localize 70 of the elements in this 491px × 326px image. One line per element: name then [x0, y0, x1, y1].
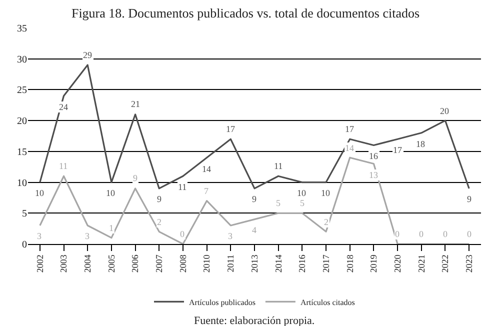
data-label: 5 [276, 198, 281, 208]
x-tick-label: 2014 [273, 254, 284, 273]
x-tick-label: 2019 [368, 254, 379, 273]
source-note: Fuente: elaboración propia. [194, 315, 315, 326]
data-label: 3 [228, 231, 233, 241]
legend-label: Artículos citados [300, 298, 355, 307]
data-label: 0 [467, 229, 472, 239]
data-label: 20 [440, 106, 450, 116]
data-label: 3 [85, 231, 90, 241]
data-label: 10 [35, 188, 44, 198]
data-label: 11 [274, 161, 283, 171]
y-tick-label: 20 [17, 116, 27, 128]
y-tick-label: 15 [17, 146, 27, 158]
data-label: 14 [345, 143, 354, 153]
x-tick-label: 2016 [297, 254, 308, 273]
data-label: 9 [252, 194, 257, 204]
y-tick-label: 35 [17, 24, 27, 34]
data-label: 21 [131, 99, 140, 109]
x-tick-label: 2020 [392, 254, 402, 273]
data-label: 11 [178, 182, 187, 192]
data-label: 0 [180, 229, 185, 239]
data-label: 17 [345, 124, 354, 134]
x-tick-label: 2011 [226, 254, 236, 272]
x-tick-label: 2018 [344, 254, 355, 273]
x-tick-label: 2023 [464, 254, 474, 273]
data-label: 18 [416, 139, 426, 149]
data-label: 5 [300, 198, 305, 208]
x-tick-label: 2005 [106, 254, 116, 273]
data-label: 13 [369, 170, 378, 180]
line-series [39, 64, 470, 190]
data-label: 10 [297, 188, 306, 198]
data-label: 0 [443, 229, 448, 239]
y-tick-label: 0 [22, 240, 27, 250]
y-tick-label: 10 [17, 178, 27, 189]
x-tick-label: 2022 [440, 254, 450, 273]
data-label: 0 [395, 229, 400, 239]
data-label: 2 [324, 217, 328, 227]
y-tick-label: 30 [17, 54, 27, 66]
chart-title: Figura 18. Documentos publicados vs. total de documentos citados [71, 5, 420, 20]
x-tick-label: 2003 [58, 254, 69, 273]
data-label: 9 [157, 194, 162, 204]
data-label: 16 [369, 151, 378, 161]
data-label: 1 [109, 223, 114, 233]
x-tick-label: 2017 [320, 254, 331, 273]
data-label: 11 [59, 161, 68, 171]
data-label: 17 [226, 124, 236, 134]
data-label: 4 [252, 225, 257, 235]
x-tick-label: 2021 [416, 254, 426, 273]
data-label: 0 [419, 229, 424, 239]
data-label: 7 [204, 186, 209, 196]
data-label: 10 [321, 188, 330, 198]
legend-label: Artículos publicados [189, 298, 256, 307]
data-label: 17 [393, 145, 402, 155]
data-label: 14 [202, 164, 212, 174]
x-tick-label: 2006 [130, 254, 140, 273]
x-tick-label: 2010 [202, 254, 212, 273]
data-label: 24 [59, 102, 68, 112]
data-label: 3 [37, 231, 42, 241]
y-tick-label: 25 [17, 85, 27, 96]
x-tick-label: 2002 [34, 254, 45, 273]
y-tick-label: 5 [22, 208, 27, 220]
x-tick-label: 2004 [82, 254, 93, 273]
x-tick-label: 2013 [249, 254, 260, 273]
x-tick-label: 2007 [154, 254, 164, 273]
data-label: 9 [133, 173, 138, 183]
data-label: 2 [157, 217, 162, 227]
data-label: 10 [106, 188, 116, 198]
data-label: 29 [83, 50, 92, 60]
data-label: 9 [467, 194, 472, 204]
x-tick-label: 2008 [178, 254, 188, 273]
